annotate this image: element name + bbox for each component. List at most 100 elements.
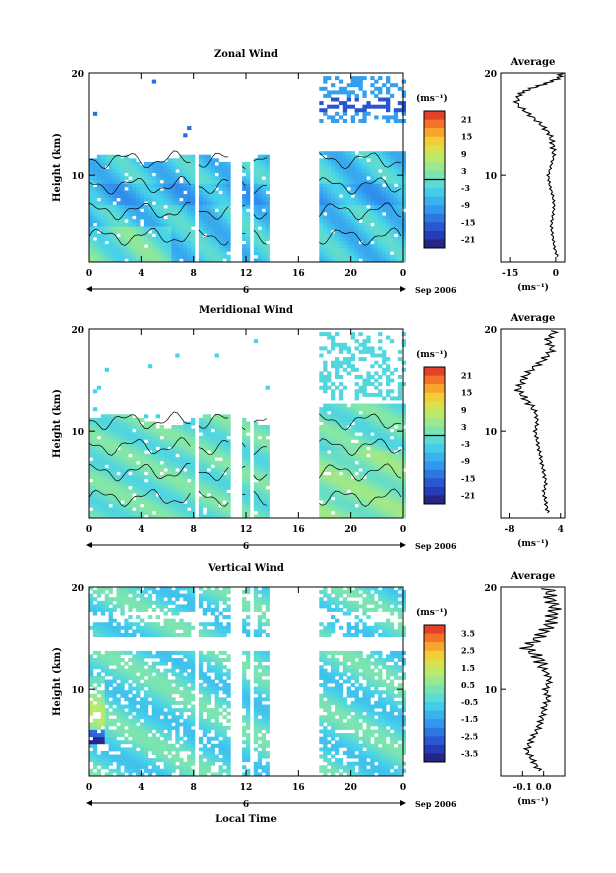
heat-cell (100, 442, 106, 447)
heat-cell (366, 378, 371, 383)
contour-line (198, 179, 229, 194)
heat-cell (393, 179, 399, 184)
heat-cell (151, 711, 157, 716)
heat-cell (261, 169, 266, 173)
heat-cell (354, 172, 359, 177)
heat-cell (175, 186, 180, 191)
heat-cell (378, 332, 383, 337)
heat-cell (175, 736, 180, 741)
heat-cell (167, 658, 172, 662)
heat-cell (210, 475, 215, 480)
heat-cell (151, 625, 157, 630)
heat-cell (147, 201, 153, 206)
heat-cell (350, 442, 355, 447)
heat-cell (378, 375, 383, 379)
heat-cell (155, 503, 160, 508)
heat-cell (143, 743, 149, 748)
heat-cell (362, 211, 367, 216)
heat-cell (112, 204, 117, 209)
heat-cell (89, 700, 94, 705)
heat-cell (104, 665, 109, 670)
heat-cell (210, 446, 215, 451)
heat-cell (96, 772, 102, 777)
heat-cell (151, 251, 157, 256)
heat-cell (242, 176, 247, 181)
heat-cell (374, 500, 379, 505)
heat-cell (108, 622, 113, 627)
heat-cell (382, 485, 387, 490)
heat-cell (358, 186, 363, 191)
heat-cell (100, 457, 106, 462)
heat-cell (155, 690, 160, 695)
heat-cell (335, 251, 340, 256)
heat-cell (362, 161, 367, 166)
heat-cell (218, 428, 223, 433)
heat-cell (210, 222, 215, 227)
contour-line (319, 227, 402, 246)
heat-cell (261, 240, 266, 245)
heat-cell (346, 204, 351, 209)
heat-cell (370, 414, 375, 419)
heat-cell (92, 186, 98, 191)
heat-cell (128, 226, 133, 231)
heat-cell (350, 425, 355, 429)
heat-cell (183, 229, 188, 234)
heat-cell (327, 215, 332, 220)
heat-cell (362, 457, 367, 462)
heat-cell (206, 154, 212, 159)
heat-cell (183, 507, 188, 512)
heat-cell (159, 658, 164, 662)
heat-cell (206, 485, 212, 490)
heat-cell (108, 507, 113, 512)
heat-cell (214, 197, 219, 202)
heat-cell (128, 194, 133, 199)
heat-cell (342, 507, 348, 512)
heat-cell (253, 233, 259, 238)
heat-cell (167, 765, 172, 770)
heat-cell (319, 190, 324, 195)
heat-cell (183, 747, 188, 752)
heat-cell (338, 151, 344, 156)
heat-cell (124, 629, 129, 634)
heat-cell (151, 761, 157, 766)
heat-cell (163, 442, 168, 447)
heat-cell (397, 442, 403, 447)
heat-cell (132, 503, 137, 508)
heat-cell (140, 597, 145, 602)
heat-cell (338, 435, 344, 440)
heat-cell (179, 428, 184, 433)
heat-cell (374, 507, 379, 512)
heat-cell (378, 204, 383, 209)
heat-cell (108, 247, 113, 252)
heat-cell (155, 169, 160, 173)
heat-cell (327, 211, 332, 216)
heat-cell (116, 672, 121, 677)
heat-cell (358, 453, 363, 458)
heat-cell (257, 510, 263, 515)
heat-cell (124, 768, 129, 773)
heat-cell (342, 385, 348, 390)
heat-cell (187, 772, 192, 777)
heat-cell (374, 186, 379, 191)
heat-cell (155, 593, 160, 598)
heat-cell (100, 489, 106, 494)
heat-cell (132, 475, 137, 480)
heat-cell (358, 119, 363, 123)
heat-cell (100, 251, 106, 256)
heat-cell (96, 251, 102, 256)
heat-cell (257, 432, 263, 437)
heat-cell (175, 665, 180, 670)
heat-cell (151, 222, 157, 227)
heat-cell (151, 503, 157, 508)
heat-cell (358, 514, 363, 519)
heat-cell (386, 510, 391, 515)
heat-cell (116, 460, 121, 465)
heat-cell (202, 421, 208, 426)
heat-cell (171, 446, 176, 451)
heat-cell (338, 183, 344, 188)
heat-cell (358, 446, 363, 451)
heat-cell (222, 450, 227, 455)
colorbar-swatch (424, 495, 445, 505)
heat-cell (108, 194, 113, 199)
heat-cell (354, 194, 359, 199)
